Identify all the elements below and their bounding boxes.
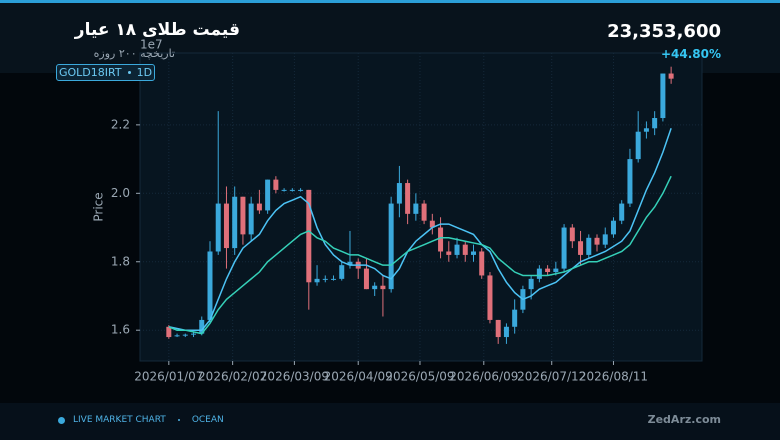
- candle-body: [495, 319, 501, 338]
- candle-body: [331, 278, 337, 280]
- y-tick-label: 1.6: [111, 323, 130, 337]
- candle-body: [191, 333, 197, 335]
- candle-body: [421, 203, 427, 221]
- y-tick-label: 1.8: [111, 254, 130, 268]
- candle-body: [339, 265, 345, 279]
- candle-body: [265, 179, 271, 211]
- candle-body: [223, 203, 229, 249]
- candle-body: [643, 128, 649, 132]
- candle-body: [372, 285, 378, 290]
- theme-text: OCEAN: [191, 415, 224, 425]
- candle-body: [536, 268, 542, 279]
- candle-body: [199, 319, 205, 334]
- y-axis-label: Price: [92, 192, 106, 221]
- x-tick-label: 2026/06/09: [449, 370, 518, 384]
- candle-body: [256, 203, 262, 211]
- symbol: GOLD18IRT: [59, 66, 122, 79]
- candle-body: [322, 278, 328, 280]
- candle-body: [594, 237, 600, 245]
- candle-body: [207, 251, 213, 320]
- status-text: LIVE MARKET CHART: [73, 415, 166, 425]
- live-dot: [58, 416, 65, 424]
- candle-body: [347, 261, 353, 266]
- x-tick-label: 2026/01/07: [134, 370, 203, 384]
- candle-body: [363, 268, 369, 290]
- price: 23,353,600: [607, 21, 721, 42]
- candle-body: [405, 183, 411, 214]
- status: LIVE MARKET CHART OCEAN: [58, 415, 224, 425]
- candle-body: [289, 189, 295, 191]
- brand: ZedArz.com: [647, 413, 721, 426]
- candle-body: [635, 131, 641, 160]
- candle-body: [454, 244, 460, 255]
- accent-bar: [0, 0, 780, 3]
- candle-body: [528, 278, 534, 290]
- footer: [0, 403, 780, 440]
- x-tick-label: 2026/08/11: [579, 370, 648, 384]
- candle-body: [610, 220, 616, 235]
- x-tick-label: 2026/02/07: [198, 370, 267, 384]
- candle-body: [652, 118, 658, 129]
- candle-body: [314, 278, 320, 283]
- candle-body: [306, 189, 312, 283]
- candle-body: [240, 196, 246, 235]
- candle-body: [578, 241, 584, 255]
- candle-body: [232, 196, 238, 249]
- y-tick-label: 2.0: [111, 186, 130, 200]
- candle-body: [602, 234, 608, 245]
- moving-average-line: [168, 175, 672, 335]
- candle-body: [182, 334, 188, 336]
- candle-body: [174, 335, 180, 337]
- subtitle: تاریخچه ۲۰۰ روزه: [93, 47, 175, 60]
- candle-body: [273, 179, 279, 190]
- candle-body: [627, 159, 633, 204]
- change: +44.80%: [660, 47, 721, 61]
- candle-body: [553, 268, 559, 273]
- candle-body: [470, 251, 476, 255]
- candle-body: [388, 203, 394, 290]
- separator: [127, 71, 131, 74]
- x-tick-label: 2026/04/09: [324, 370, 393, 384]
- candle-body: [215, 203, 221, 252]
- candle-body: [586, 237, 592, 255]
- candle-body: [545, 268, 551, 273]
- y-tick-label: 2.2: [111, 117, 130, 131]
- candle-body: [380, 285, 386, 290]
- candle-body: [438, 227, 444, 252]
- candle-body: [298, 189, 304, 191]
- interval: 1D: [136, 66, 153, 79]
- candle-body: [569, 227, 575, 242]
- separator: [177, 419, 180, 421]
- candle-body: [413, 203, 419, 214]
- candle-body: [668, 73, 674, 79]
- candle-body: [248, 203, 254, 235]
- candle-body: [660, 73, 666, 119]
- candle-body: [429, 220, 435, 228]
- candle-body: [487, 275, 493, 320]
- offset-label: 1e7: [140, 38, 163, 52]
- x-tick-label: 2026/05/09: [385, 370, 454, 384]
- symbol-badge: GOLD18IRT 1D: [56, 64, 156, 81]
- candle-body: [619, 203, 625, 221]
- candle-body: [281, 189, 287, 191]
- candle-body: [503, 326, 509, 338]
- candle-body: [166, 326, 172, 338]
- moving-average-line: [168, 128, 672, 331]
- candle-body: [446, 251, 452, 255]
- candle-body: [396, 183, 402, 204]
- candle-body: [512, 309, 518, 327]
- x-tick-label: 2026/03/09: [260, 370, 329, 384]
- candle-body: [561, 227, 567, 269]
- x-tick-label: 2026/07/12: [517, 370, 586, 384]
- title: قیمت طلای ۱۸ عیار: [74, 20, 240, 40]
- candle-body: [479, 251, 485, 276]
- candle-body: [462, 244, 468, 255]
